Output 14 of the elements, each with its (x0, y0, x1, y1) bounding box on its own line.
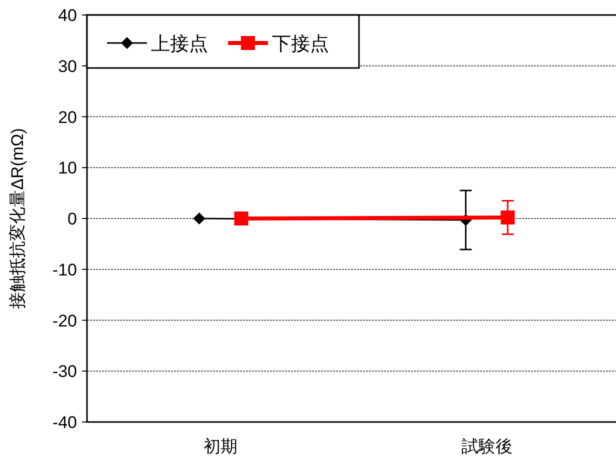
y-tick-label: 30 (58, 56, 77, 76)
y-tick-label: 20 (58, 108, 77, 127)
y-tick-label: 40 (58, 6, 77, 25)
y-tick-label: 0 (68, 210, 77, 228)
y-axis-title: 接触抵抗変化量ΔR(mΩ) (8, 128, 27, 309)
y-tick-label: 10 (58, 158, 77, 178)
x-tick-label: 初期 (203, 437, 238, 456)
legend-label: 上接点 (151, 34, 208, 55)
y-tick-label: -10 (52, 260, 77, 280)
x-tick-label: 試験後 (461, 437, 512, 456)
y-tick-label: -30 (52, 362, 77, 382)
y-tick-label: -20 (52, 311, 77, 330)
legend-label: 下接点 (272, 34, 329, 55)
y-tick-label: -40 (52, 413, 77, 432)
